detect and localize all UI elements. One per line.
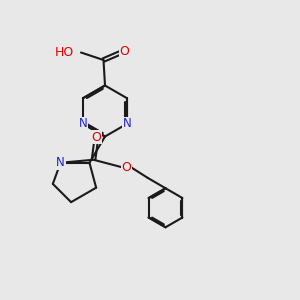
Text: N: N <box>56 156 65 169</box>
Text: O: O <box>122 161 131 174</box>
Text: HO: HO <box>54 46 74 59</box>
Text: N: N <box>79 117 87 130</box>
Text: O: O <box>120 44 129 58</box>
Text: N: N <box>123 117 131 130</box>
Text: O: O <box>92 131 101 144</box>
